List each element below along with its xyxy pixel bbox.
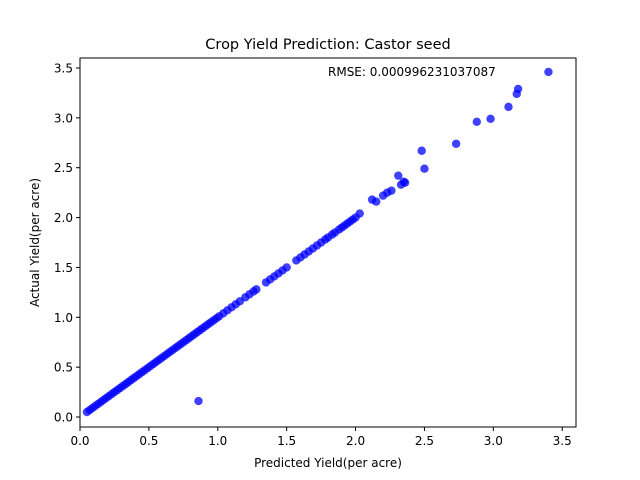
chart-title: Crop Yield Prediction: Castor seed — [205, 37, 450, 53]
data-point — [472, 117, 481, 127]
data-point — [194, 396, 203, 406]
y-tick-label: 3.5 — [54, 61, 73, 75]
x-tick-label: 0.5 — [139, 434, 158, 448]
data-point — [451, 139, 461, 148]
y-tick-label: 1.5 — [54, 261, 73, 275]
x-tick-label: 0.0 — [70, 434, 89, 448]
y-tick-label: 2.0 — [54, 211, 73, 225]
data-point — [486, 114, 495, 124]
x-axis-label: Predicted Yield(per acre) — [254, 456, 402, 470]
plot-frame — [79, 57, 577, 428]
y-tick-label: 3.0 — [54, 111, 73, 125]
x-tick-label: 3.0 — [484, 434, 503, 448]
x-axis: 0.0 0.5 1.0 1.5 2.0 2.5 3.0 3.5 — [70, 427, 572, 448]
y-axis: 0.0 0.5 1.0 1.5 2.0 2.5 3.0 3.5 — [54, 61, 80, 425]
y-tick-label: 0.5 — [54, 361, 73, 375]
data-point — [355, 209, 364, 218]
y-tick-label: 1.0 — [54, 311, 73, 325]
data-point — [372, 197, 381, 206]
x-tick-label: 1.5 — [277, 434, 296, 448]
data-point — [513, 84, 523, 94]
y-tick-label: 0.0 — [54, 411, 73, 425]
y-axis-label: Actual Yield(per acre) — [28, 178, 42, 307]
rmse-annotation: RMSE: 0.000996231037087 — [328, 65, 496, 79]
data-point — [282, 263, 291, 272]
data-point — [420, 164, 429, 173]
x-tick-label: 2.5 — [415, 434, 434, 448]
data-point — [504, 102, 513, 112]
data-point — [544, 67, 553, 77]
data-point — [417, 146, 426, 155]
data-point — [387, 186, 396, 195]
data-point — [400, 178, 410, 187]
x-tick-label: 3.5 — [553, 434, 572, 448]
data-point — [394, 171, 403, 180]
data-points — [82, 67, 553, 417]
x-tick-label: 1.0 — [208, 434, 227, 448]
x-tick-label: 2.0 — [346, 434, 365, 448]
y-tick-label: 2.5 — [54, 161, 73, 175]
data-point — [252, 285, 261, 294]
